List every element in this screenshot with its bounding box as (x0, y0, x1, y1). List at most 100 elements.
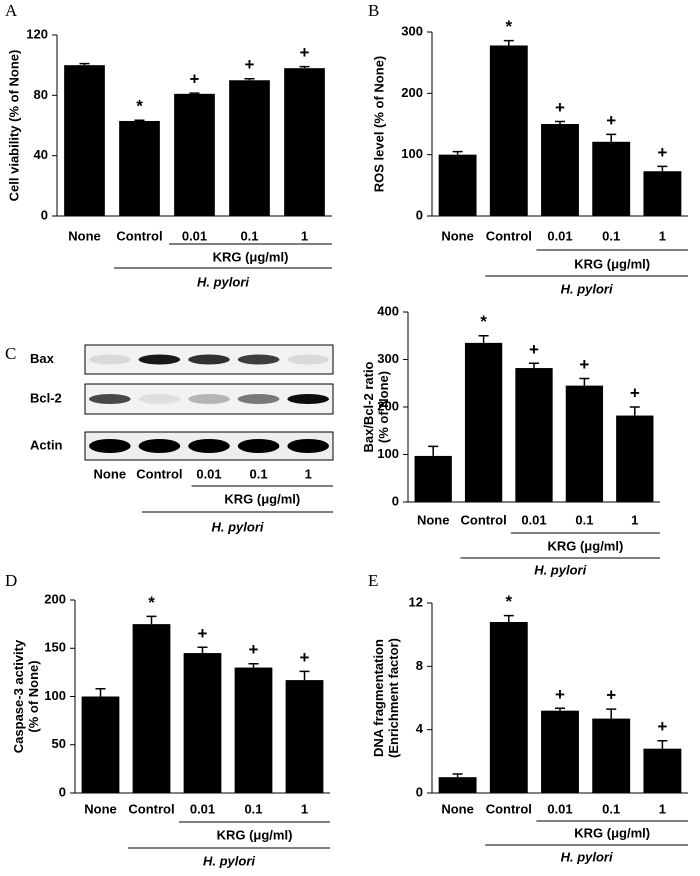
y-tick-label: 400 (377, 303, 399, 318)
error-bar (244, 77, 255, 81)
significance-mark: + (606, 686, 616, 705)
bar (234, 667, 273, 793)
x-tick-label: Control (116, 228, 162, 243)
y-tick-label: 8 (416, 658, 423, 673)
x-tick-label: Control (486, 801, 532, 816)
y-axis-label: (% of None) (376, 371, 391, 443)
bar (489, 622, 528, 793)
bar (592, 718, 631, 793)
x-tick-label: 1 (301, 801, 308, 816)
x-tick-label: 0.1 (244, 801, 262, 816)
y-tick-label: 0 (59, 784, 66, 799)
panel-letter: E (368, 571, 378, 590)
error-bar (478, 335, 489, 343)
blot-band (188, 439, 230, 453)
y-tick-label: 50 (52, 736, 66, 751)
x-tick-label: 1 (659, 801, 666, 816)
x-tick-label: 1 (301, 228, 308, 243)
panel-letter: A (5, 1, 18, 20)
y-tick-label: 100 (377, 446, 399, 461)
error-bar (95, 688, 106, 697)
y-tick-label: 100 (44, 688, 66, 703)
blot-band (287, 394, 330, 404)
significance-mark: + (579, 355, 589, 374)
error-bar (452, 773, 463, 778)
blot-band (188, 394, 230, 404)
error-bar (657, 740, 668, 749)
blot-band (237, 394, 280, 404)
x-tick-label: None (441, 228, 474, 243)
panel-letter: D (5, 571, 17, 590)
significance-mark: + (245, 55, 255, 74)
bar (541, 124, 579, 216)
blot-row-label: Bax (30, 351, 55, 366)
significance-mark: + (300, 43, 310, 62)
error-bar (555, 120, 565, 124)
x-tick-label: 0.01 (196, 466, 221, 481)
bar (438, 777, 477, 793)
error-bar (606, 133, 617, 142)
x-tick-label: None (441, 801, 474, 816)
significance-mark: + (249, 640, 259, 659)
significance-mark: + (555, 98, 565, 117)
error-bar (579, 377, 590, 386)
bar (541, 710, 579, 793)
x-tick-label: None (417, 512, 450, 527)
subgroup-label: KRG (μg/ml) (224, 491, 300, 506)
bar (515, 368, 553, 502)
error-bar (452, 150, 463, 155)
subgroup-label: KRG (μg/ml) (213, 249, 289, 264)
error-bar (503, 39, 514, 46)
error-bar (299, 65, 310, 69)
y-axis-label: Bax/Bcl-2 ratio (361, 361, 376, 452)
error-bar (629, 406, 640, 416)
bar (64, 65, 105, 217)
y-tick-label: 0 (416, 207, 423, 222)
x-tick-label: 1 (659, 228, 666, 243)
blot-band (287, 439, 330, 453)
bar (119, 120, 160, 216)
significance-mark: + (606, 111, 616, 130)
x-tick-label: Control (136, 466, 182, 481)
bar (414, 455, 452, 502)
y-tick-label: 12 (409, 594, 423, 609)
x-tick-label: 1 (305, 466, 312, 481)
significance-mark: + (555, 685, 565, 704)
blot-band (138, 354, 181, 365)
error-bar (529, 362, 539, 369)
y-axis-label: DNA fragmentation (371, 639, 386, 757)
bar (616, 415, 654, 502)
blot-band (237, 439, 280, 453)
error-bar (189, 92, 200, 94)
significance-mark: * (505, 592, 512, 611)
error-bar (555, 707, 565, 711)
y-tick-label: 200 (44, 591, 66, 606)
x-tick-label: Control (486, 228, 532, 243)
x-tick-label: 0.01 (547, 228, 572, 243)
error-bar (428, 445, 439, 456)
x-tick-label: 0.01 (547, 801, 572, 816)
x-tick-label: 0.01 (190, 801, 215, 816)
bar (464, 342, 503, 502)
y-tick-label: 0 (392, 493, 399, 508)
bar (81, 696, 120, 793)
bar (183, 653, 222, 793)
y-tick-label: 300 (401, 23, 423, 38)
y-tick-label: 100 (401, 146, 423, 161)
bar (565, 385, 604, 502)
x-tick-label: 0.1 (575, 512, 593, 527)
group-label: H. pylori (561, 281, 613, 296)
blot-band (88, 354, 131, 365)
y-tick-label: 0 (41, 207, 48, 222)
y-tick-label: 200 (401, 85, 423, 100)
y-tick-label: 200 (377, 398, 399, 413)
group-label: H. pylori (211, 519, 263, 534)
x-tick-label: Control (460, 512, 506, 527)
blot-row-label: Actin (30, 437, 63, 452)
error-bar (299, 670, 310, 681)
significance-mark: * (136, 97, 143, 116)
error-bar (134, 119, 145, 121)
panel-letter: C (5, 344, 16, 363)
bar (132, 624, 171, 793)
